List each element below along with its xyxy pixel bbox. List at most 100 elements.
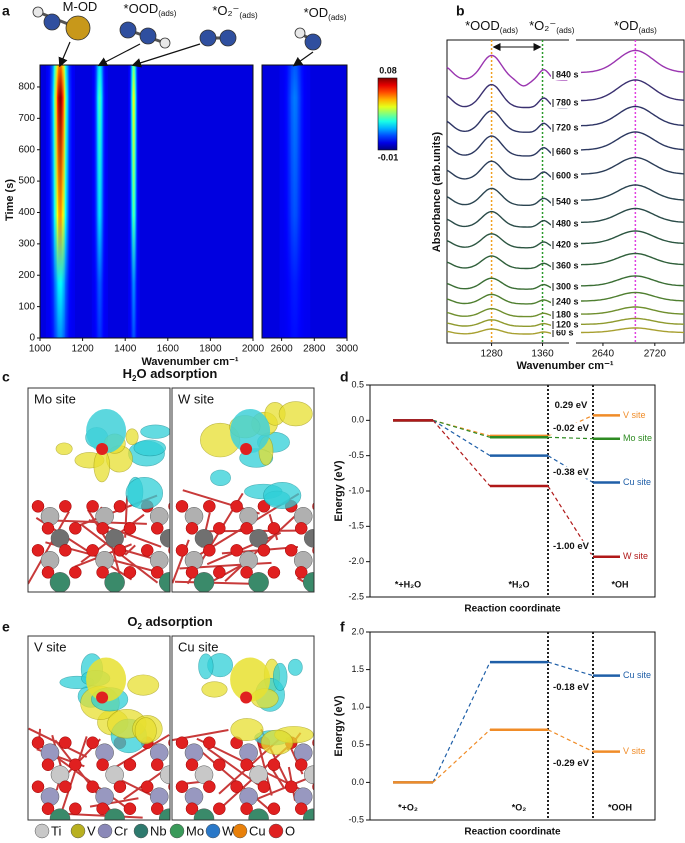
- charge-density: [140, 424, 170, 439]
- peak-header-sub: (ads): [500, 26, 519, 35]
- panel-label: c: [2, 369, 10, 385]
- plot-frame: [261, 64, 348, 339]
- band-slice: [282, 65, 285, 338]
- atom: [257, 780, 271, 793]
- atom: [158, 808, 170, 820]
- time-label: 300 s: [556, 281, 579, 291]
- annotation-bg: [550, 422, 592, 435]
- atom: [86, 544, 99, 557]
- legend-label: Nb: [150, 823, 167, 838]
- band-slice: [132, 65, 134, 338]
- species-label-main: *OD: [304, 5, 329, 20]
- charge-density: [201, 681, 228, 698]
- atom: [175, 544, 189, 557]
- legend-label: W: [222, 823, 235, 838]
- atom: [248, 572, 269, 592]
- charge-density: [210, 469, 231, 486]
- x-tick-label: 1800: [199, 344, 222, 355]
- band-slice: [130, 65, 132, 338]
- atom: [86, 500, 99, 513]
- panel-title: H2O adsorption: [123, 366, 218, 383]
- time-label-bg: [551, 197, 581, 207]
- band-slice: [296, 65, 299, 338]
- band-slice: [62, 65, 65, 338]
- spectrum: [577, 252, 685, 266]
- x-axis-label: Wavenumber cm⁻¹: [516, 360, 613, 372]
- x-tick-label: 2720: [644, 349, 667, 360]
- band-slice: [130, 65, 132, 338]
- band-slice: [63, 65, 66, 338]
- band-slice: [135, 65, 137, 338]
- x-axis-label: Reaction coordinate: [464, 604, 561, 615]
- band-slice: [73, 65, 75, 338]
- time-label-bg: [551, 328, 581, 338]
- spectrum: [577, 291, 685, 302]
- atom: [240, 758, 253, 771]
- arrow: [131, 43, 201, 68]
- atom: [203, 780, 216, 793]
- atom: [96, 566, 109, 579]
- atom: [240, 566, 253, 579]
- atom: [185, 522, 199, 535]
- legend-swatch: [70, 823, 86, 839]
- annotation-bg: [550, 681, 592, 694]
- time-label-bg: [551, 171, 581, 181]
- time-label-bg: [551, 123, 581, 133]
- dft-image: [172, 636, 314, 820]
- atom: [69, 566, 82, 579]
- band-slice: [91, 65, 93, 338]
- energy-change: -1.00 eV: [553, 541, 590, 552]
- y-tick-label: 0.5: [351, 379, 364, 389]
- y-axis-label: Energy (eV): [333, 460, 345, 521]
- legend-label: Mo: [186, 823, 204, 838]
- plot-frame: [39, 64, 254, 339]
- charge-density: [263, 482, 302, 509]
- y-axis-label: Time (s): [4, 179, 16, 221]
- spectrum: [577, 79, 685, 102]
- charge-density: [230, 409, 271, 453]
- title-sub: 2: [132, 374, 137, 383]
- band-slice: [71, 65, 74, 338]
- spectrum: [446, 135, 568, 157]
- legend-swatch: [169, 823, 185, 839]
- atom: [240, 443, 253, 455]
- spectrum: [577, 184, 685, 201]
- arrow: [97, 43, 141, 67]
- y-tick-label: 200: [18, 270, 35, 281]
- atom: [113, 780, 127, 793]
- band-slice: [305, 65, 308, 338]
- y-tick-label: 0.0: [351, 415, 364, 425]
- peak-header: *OD(ads): [614, 18, 657, 35]
- species-label: *O₂⁻(ads): [212, 3, 258, 20]
- band: [127, 65, 140, 338]
- y-tick-label: 400: [18, 207, 35, 218]
- atom: [284, 544, 298, 557]
- time-label: 420 s: [556, 239, 579, 249]
- spectrum: [446, 110, 568, 133]
- category-label: *+O₂: [398, 802, 418, 812]
- charge-density: [287, 658, 303, 676]
- band-slice: [98, 65, 100, 338]
- connector: [432, 419, 491, 457]
- atom: [213, 758, 226, 771]
- species-label-sub: (ads): [328, 13, 347, 22]
- y-tick-label: -0.5: [348, 450, 364, 460]
- y-tick-label: 2.0: [351, 626, 364, 636]
- band-slice: [306, 65, 309, 338]
- atom: [31, 544, 45, 557]
- charge-density: [55, 442, 73, 456]
- band-slice: [60, 65, 63, 338]
- spectrum: [446, 319, 568, 327]
- band-slice: [136, 65, 138, 338]
- atom: [41, 758, 55, 771]
- band-slice: [131, 65, 133, 338]
- bond: [124, 544, 136, 556]
- charge-density: [86, 409, 127, 453]
- band-slice: [93, 65, 95, 338]
- axis-break: [569, 341, 576, 345]
- atom: [267, 522, 281, 535]
- heatmap-background: [40, 65, 253, 338]
- bond: [195, 746, 272, 812]
- panel-title: O2 adsorption: [127, 614, 212, 631]
- atom: [59, 780, 72, 793]
